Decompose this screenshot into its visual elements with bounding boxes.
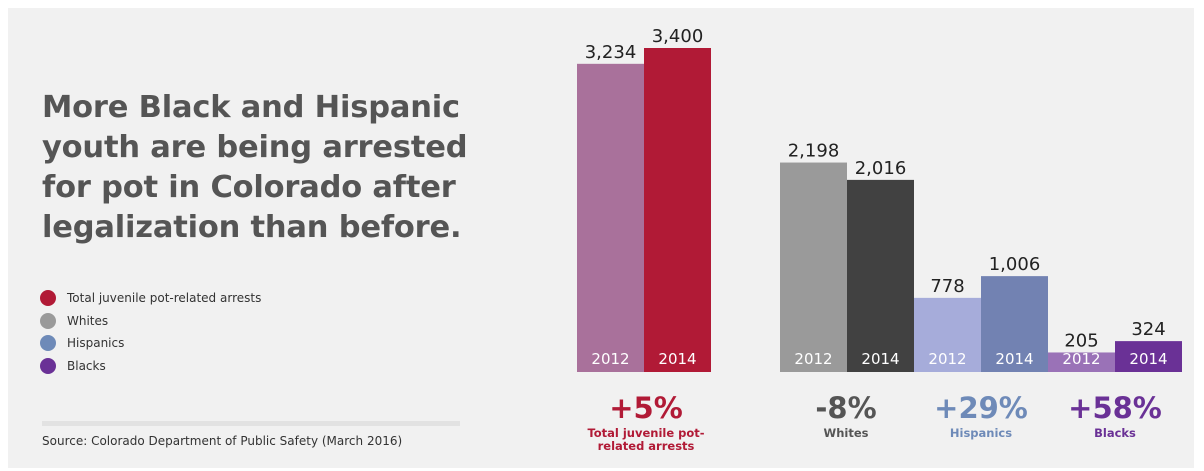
legend-label: Total juvenile pot-related arrests [67, 291, 262, 306]
bar-2-2012 [914, 297, 981, 372]
year-label: 2012 [794, 350, 832, 368]
bar-3-2014 [1115, 341, 1182, 372]
value-label: 324 [1131, 319, 1165, 340]
legend-label: Blacks [67, 358, 106, 373]
bar-0-2014 [644, 48, 711, 372]
legend-item-hispanics: Hispanics [40, 332, 261, 355]
year-label: 2014 [1129, 350, 1167, 368]
legend-dot-icon [40, 312, 56, 329]
value-label: 2,198 [788, 141, 840, 162]
change-percent: -8% [815, 391, 876, 425]
legend-label: Hispanics [67, 336, 125, 351]
change-percent: +58% [1068, 391, 1162, 425]
legend-item-total: Total juvenile pot-related arrests [40, 287, 261, 310]
source-divider [42, 421, 460, 426]
legend-dot-icon [40, 357, 56, 374]
value-label: 1,006 [989, 254, 1041, 275]
group-label: related arrests [598, 439, 695, 453]
value-label: 205 [1064, 330, 1098, 351]
legend-dot-icon [40, 290, 56, 307]
year-label: 2014 [861, 350, 899, 368]
change-percent: +29% [934, 391, 1028, 425]
group-label: Blacks [1094, 426, 1136, 440]
legend-label: Whites [67, 313, 109, 328]
bar-0-2012 [577, 63, 644, 373]
bar-1-2012 [780, 162, 847, 372]
year-label: 2014 [995, 350, 1033, 368]
value-label: 2,016 [855, 158, 907, 179]
legend: Total juvenile pot-related arrests White… [40, 287, 261, 377]
change-percent: +5% [609, 391, 683, 425]
legend-item-whites: Whites [40, 310, 261, 333]
year-label: 2012 [928, 350, 966, 368]
group-label: Whites [824, 426, 869, 440]
bar-2-2014 [981, 276, 1048, 372]
legend-item-blacks: Blacks [40, 355, 261, 378]
legend-dot-icon [40, 335, 56, 352]
value-label: 778 [930, 276, 964, 297]
value-label: 3,234 [585, 42, 637, 63]
bar-1-2014 [847, 179, 914, 372]
value-label: 3,400 [652, 26, 704, 47]
group-label: Hispanics [950, 426, 1012, 440]
bar-3-2012 [1048, 352, 1115, 372]
year-label: 2012 [591, 350, 629, 368]
group-label: Total juvenile pot- [587, 426, 704, 440]
year-label: 2012 [1062, 350, 1100, 368]
headline: More Black and Hispanic youth are being … [42, 90, 468, 245]
source-note: Source: Colorado Department of Public Sa… [42, 434, 403, 448]
year-label: 2014 [658, 350, 696, 368]
